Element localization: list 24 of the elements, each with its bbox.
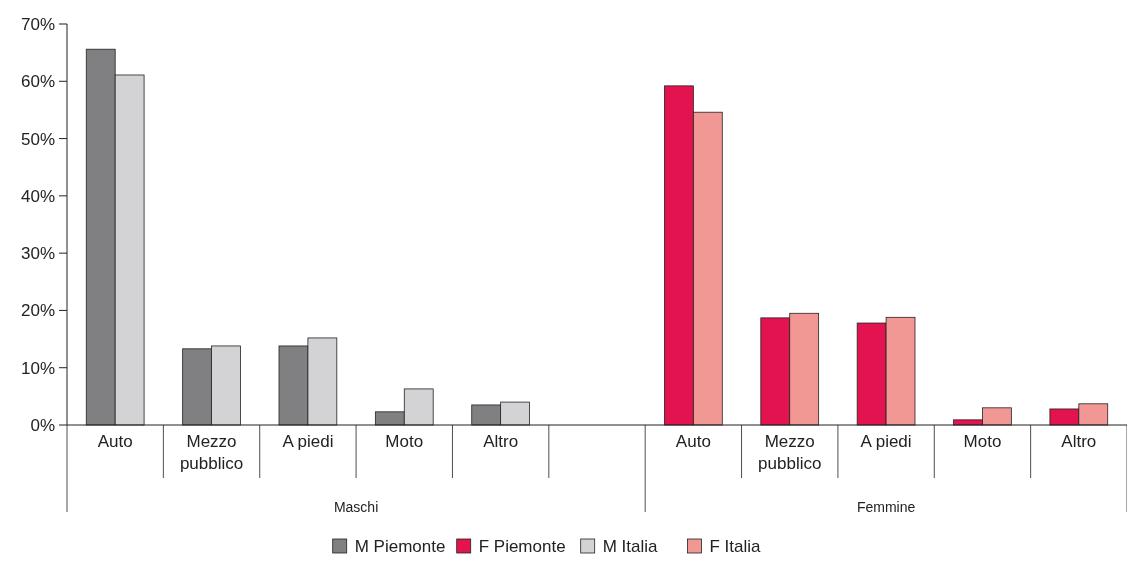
y-tick-label: 30% <box>20 244 55 264</box>
x-tick-label: Auto <box>675 432 711 451</box>
x-tick-label: Altro <box>1061 432 1097 451</box>
y-tick-label: 10% <box>20 358 55 378</box>
text: Maschi <box>333 499 379 515</box>
y-tick-label: 70% <box>20 14 55 34</box>
legend-label: M Piemonte <box>354 537 446 556</box>
y-tick-label: 20% <box>20 301 55 321</box>
x-tick-label: Moto <box>963 432 1002 451</box>
y-tick-label: 60% <box>20 72 55 92</box>
y-tick-label: 0% <box>30 415 55 435</box>
legend-label: F Piemonte <box>478 537 566 556</box>
x-tick-label: Mezzo pubblico <box>179 432 244 473</box>
x-tick-label: A piedi <box>860 432 912 451</box>
text: Femmine <box>856 499 916 515</box>
x-tick-label: Auto <box>97 432 133 451</box>
y-tick-label: 50% <box>20 129 55 149</box>
x-tick-label: Moto <box>385 432 424 451</box>
x-tick-label: Mezzo pubblico <box>758 432 822 473</box>
legend-label: F Italia <box>709 537 762 556</box>
x-tick-label: Altro <box>483 432 519 451</box>
legend-label: M Italia <box>602 537 659 556</box>
y-tick-label: 40% <box>20 186 55 206</box>
x-tick-label: A piedi <box>282 432 334 451</box>
